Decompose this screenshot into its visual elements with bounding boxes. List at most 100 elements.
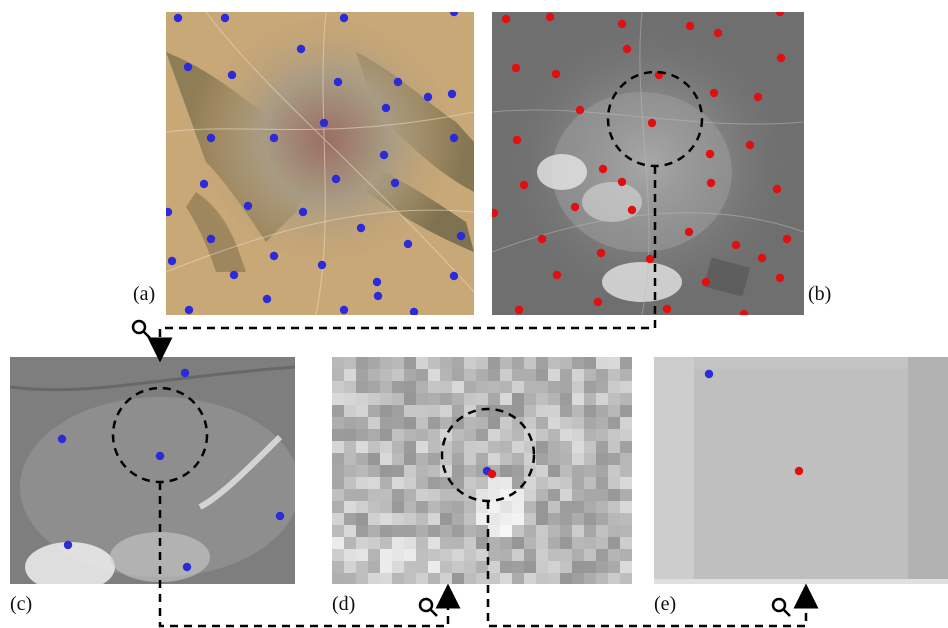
pixel-cell	[368, 465, 380, 477]
pixel-cell	[380, 549, 392, 561]
pixel-cell	[500, 357, 512, 369]
pixel-cell	[344, 573, 356, 584]
tie-point	[423, 92, 433, 102]
pixel-cell	[488, 525, 500, 537]
pixel-cell	[512, 537, 524, 549]
tie-point	[298, 207, 308, 217]
pixel-cell	[512, 453, 524, 465]
pixel-cell	[536, 405, 548, 417]
pixel-cell	[488, 441, 500, 453]
pixel-cell	[620, 501, 632, 513]
pixel-cell	[620, 525, 632, 537]
pixel-cell	[500, 561, 512, 573]
pixel-cell	[500, 573, 512, 584]
pixel-cell	[560, 477, 572, 489]
pixel-cell	[368, 537, 380, 549]
pixel-cell	[524, 393, 536, 405]
pixel-cell	[332, 453, 344, 465]
pixel-cell	[584, 417, 596, 429]
pixel-cell	[416, 537, 428, 549]
pixel-cell	[380, 417, 392, 429]
pixel-cell	[392, 525, 404, 537]
pixel-cell	[356, 489, 368, 501]
pixel-cell	[380, 501, 392, 513]
pixel-cell	[332, 513, 344, 525]
tie-point-red	[794, 466, 804, 476]
pixel-cell	[380, 453, 392, 465]
pixel-cell	[440, 441, 452, 453]
pixel-cell	[380, 429, 392, 441]
pixel-cell	[440, 537, 452, 549]
pixel-cell	[620, 513, 632, 525]
pixel-cell	[416, 453, 428, 465]
pixel-cell	[380, 393, 392, 405]
pixel-cell	[356, 405, 368, 417]
tie-point	[551, 69, 561, 79]
pixel-cell	[500, 453, 512, 465]
pixel-cell	[356, 429, 368, 441]
pixel-cell	[404, 369, 416, 381]
panel-e-image	[654, 357, 948, 584]
pixel-cell	[560, 537, 572, 549]
pixel-cell	[404, 501, 416, 513]
pixel-cell	[536, 417, 548, 429]
pixel-cell	[524, 453, 536, 465]
pixel-cell	[476, 513, 488, 525]
tie-point	[456, 231, 466, 241]
tie-point	[379, 150, 389, 160]
pixel-cell	[476, 501, 488, 513]
pixel-cell	[404, 357, 416, 369]
pixel-cell	[404, 477, 416, 489]
pixel-cell	[464, 357, 476, 369]
pixel-cell	[620, 561, 632, 573]
tie-point	[645, 254, 655, 264]
pixel-cell	[452, 357, 464, 369]
pixel-cell	[524, 477, 536, 489]
pixel-cell	[452, 573, 464, 584]
pixel-cell	[368, 381, 380, 393]
pixel-cell	[368, 477, 380, 489]
pixel-cell	[332, 465, 344, 477]
pixel-cell	[332, 537, 344, 549]
tie-point	[705, 149, 715, 159]
pixel-cell	[404, 573, 416, 584]
pixel-cell	[524, 465, 536, 477]
pixel-cell	[344, 441, 356, 453]
pixel-cell	[596, 525, 608, 537]
pixel-cell	[356, 417, 368, 429]
pixel-cell	[368, 501, 380, 513]
pixel-cell	[548, 501, 560, 513]
pixel-cell	[344, 453, 356, 465]
pixel-cell	[392, 441, 404, 453]
pixel-cell	[608, 537, 620, 549]
pixel-cell	[416, 441, 428, 453]
pixel-cell	[368, 441, 380, 453]
pixel-cell	[500, 417, 512, 429]
pixel-cell	[392, 429, 404, 441]
pixel-cell	[344, 417, 356, 429]
pixel-cell	[464, 501, 476, 513]
pixel-cell	[416, 489, 428, 501]
tie-point	[373, 291, 383, 301]
pixel-cell	[368, 489, 380, 501]
pixel-cell	[608, 549, 620, 561]
tie-point	[511, 63, 521, 73]
pixel-cell	[620, 441, 632, 453]
pixel-cell	[332, 525, 344, 537]
pixel-cell	[428, 477, 440, 489]
tie-point	[775, 12, 785, 17]
pixel-cell	[356, 465, 368, 477]
pixel-cell	[536, 489, 548, 501]
tie-point	[449, 271, 459, 281]
pixel-cell	[512, 501, 524, 513]
pixel-cell	[608, 417, 620, 429]
pixel-cell	[440, 489, 452, 501]
pixel-cell	[344, 489, 356, 501]
zoomed-flat-image	[654, 357, 948, 584]
pixel-cell	[608, 405, 620, 417]
tie-point	[598, 164, 608, 174]
tie-point	[519, 180, 529, 190]
tie-point	[339, 13, 349, 23]
pixel-cell	[584, 465, 596, 477]
pixel-cell	[452, 453, 464, 465]
